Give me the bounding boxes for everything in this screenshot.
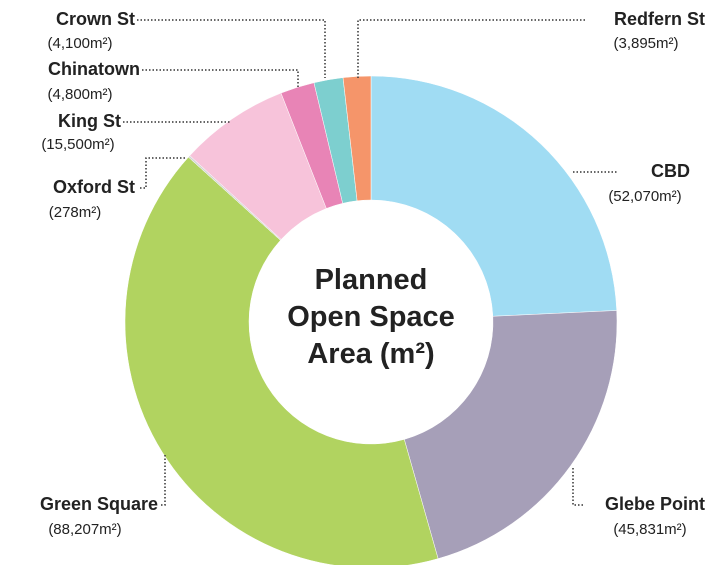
slice-label: CBD	[651, 161, 690, 181]
value-label: (15,500m²)	[41, 136, 114, 153]
slice	[403, 310, 618, 559]
leader-line	[142, 69, 299, 88]
slice-label: Green Square	[40, 494, 158, 514]
leader-line	[572, 468, 585, 506]
slice	[342, 75, 372, 202]
leader-line	[160, 455, 166, 506]
value-label: (45,831m²)	[613, 521, 686, 538]
slice-label: Oxford St	[53, 177, 135, 197]
slice-label: Chinatown	[48, 59, 140, 79]
slice	[370, 75, 617, 317]
chart-title: Planned Open Space Area (m²)	[287, 264, 455, 371]
slice-label: Redfern St	[614, 9, 705, 29]
slice-label: King St	[58, 111, 121, 131]
leader-line	[357, 19, 585, 78]
value-label: (3,895m²)	[613, 35, 678, 52]
slice-label: Crown St	[56, 9, 135, 29]
leader-line	[140, 157, 185, 189]
value-label: (278m²)	[49, 204, 102, 221]
slice	[124, 156, 439, 565]
value-label: (4,800m²)	[47, 86, 112, 103]
value-label: (4,100m²)	[47, 35, 112, 52]
value-label: (88,207m²)	[48, 521, 121, 538]
value-label: (52,070m²)	[608, 188, 681, 205]
slice-label: Glebe Point	[605, 494, 705, 514]
